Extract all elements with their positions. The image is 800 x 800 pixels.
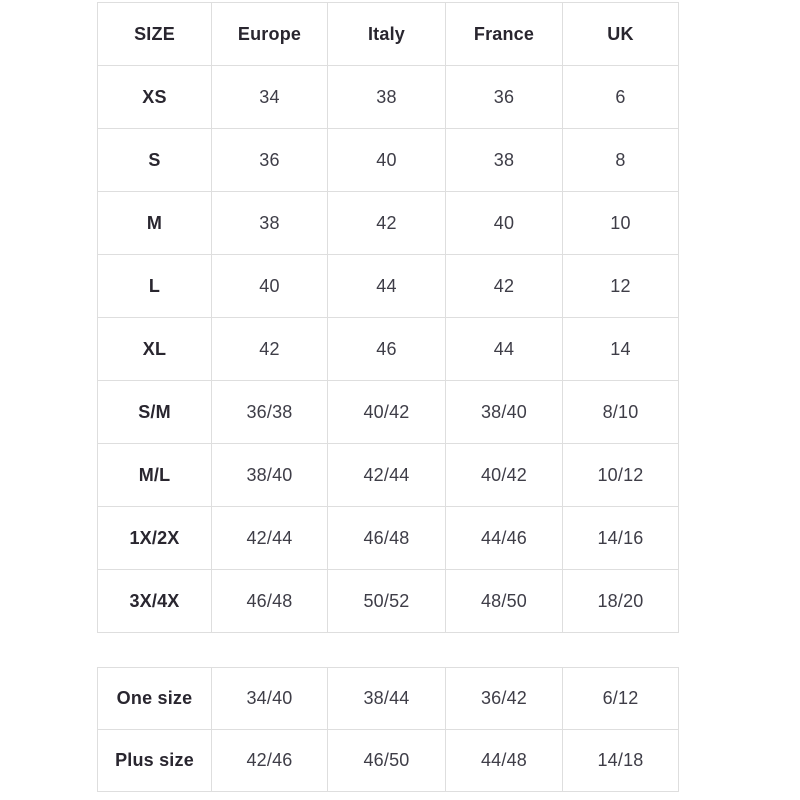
size-value: 6/12 — [562, 667, 679, 730]
size-value: 36 — [445, 65, 563, 129]
table-row-xl: XL 42 46 44 14 — [97, 317, 679, 381]
row-label: S/M — [97, 380, 212, 444]
size-value: 38/44 — [327, 667, 446, 730]
row-label: M/L — [97, 443, 212, 507]
size-value: 42 — [445, 254, 563, 318]
row-label: One size — [97, 667, 212, 730]
size-value: 10/12 — [562, 443, 679, 507]
table-row-l: L 40 44 42 12 — [97, 254, 679, 318]
size-value: 40 — [445, 191, 563, 255]
size-value: 14/16 — [562, 506, 679, 570]
size-value: 36 — [211, 128, 328, 192]
table-gap — [97, 633, 800, 667]
size-value: 38 — [327, 65, 446, 129]
size-value: 46/48 — [327, 506, 446, 570]
column-header-uk: UK — [562, 2, 679, 66]
row-label: S — [97, 128, 212, 192]
size-value: 42/44 — [327, 443, 446, 507]
size-value: 42/44 — [211, 506, 328, 570]
size-value: 46/50 — [327, 729, 446, 792]
size-value: 40/42 — [445, 443, 563, 507]
size-value: 50/52 — [327, 569, 446, 633]
size-value: 46 — [327, 317, 446, 381]
row-label: M — [97, 191, 212, 255]
size-conversion-table: SIZE Europe Italy France UK XS 34 38 36 … — [97, 2, 679, 633]
table-row-ml: M/L 38/40 42/44 40/42 10/12 — [97, 443, 679, 507]
size-value: 36/38 — [211, 380, 328, 444]
size-value: 40 — [327, 128, 446, 192]
size-value: 48/50 — [445, 569, 563, 633]
row-label: L — [97, 254, 212, 318]
size-value: 38 — [211, 191, 328, 255]
table-row-m: M 38 42 40 10 — [97, 191, 679, 255]
table-row-1x2x: 1X/2X 42/44 46/48 44/46 14/16 — [97, 506, 679, 570]
size-value: 12 — [562, 254, 679, 318]
table-row-one-size: One size 34/40 38/44 36/42 6/12 — [97, 667, 679, 730]
row-label: 1X/2X — [97, 506, 212, 570]
column-header-italy: Italy — [327, 2, 446, 66]
size-value: 8 — [562, 128, 679, 192]
table-row-s: S 36 40 38 8 — [97, 128, 679, 192]
table-row-3x4x: 3X/4X 46/48 50/52 48/50 18/20 — [97, 569, 679, 633]
size-value: 42/46 — [211, 729, 328, 792]
size-value: 34/40 — [211, 667, 328, 730]
size-value: 42 — [211, 317, 328, 381]
size-value: 14 — [562, 317, 679, 381]
size-value: 14/18 — [562, 729, 679, 792]
size-value: 10 — [562, 191, 679, 255]
size-value: 46/48 — [211, 569, 328, 633]
row-label: Plus size — [97, 729, 212, 792]
size-value: 44/46 — [445, 506, 563, 570]
header-row: SIZE Europe Italy France UK — [97, 2, 679, 66]
column-header-size: SIZE — [97, 2, 212, 66]
table-row-sm: S/M 36/38 40/42 38/40 8/10 — [97, 380, 679, 444]
size-value: 44/48 — [445, 729, 563, 792]
size-value: 18/20 — [562, 569, 679, 633]
size-value: 36/42 — [445, 667, 563, 730]
row-label: XS — [97, 65, 212, 129]
size-value: 44 — [327, 254, 446, 318]
size-value: 40 — [211, 254, 328, 318]
table-row-plus-size: Plus size 42/46 46/50 44/48 14/18 — [97, 729, 679, 792]
size-value: 44 — [445, 317, 563, 381]
column-header-france: France — [445, 2, 563, 66]
size-value: 38/40 — [445, 380, 563, 444]
size-value: 34 — [211, 65, 328, 129]
row-label: 3X/4X — [97, 569, 212, 633]
size-value: 40/42 — [327, 380, 446, 444]
size-value: 38 — [445, 128, 563, 192]
table-row-xs: XS 34 38 36 6 — [97, 65, 679, 129]
column-header-europe: Europe — [211, 2, 328, 66]
size-value: 38/40 — [211, 443, 328, 507]
size-value: 8/10 — [562, 380, 679, 444]
row-label: XL — [97, 317, 212, 381]
special-sizes-table: One size 34/40 38/44 36/42 6/12 Plus siz… — [97, 667, 679, 792]
size-value: 42 — [327, 191, 446, 255]
size-value: 6 — [562, 65, 679, 129]
